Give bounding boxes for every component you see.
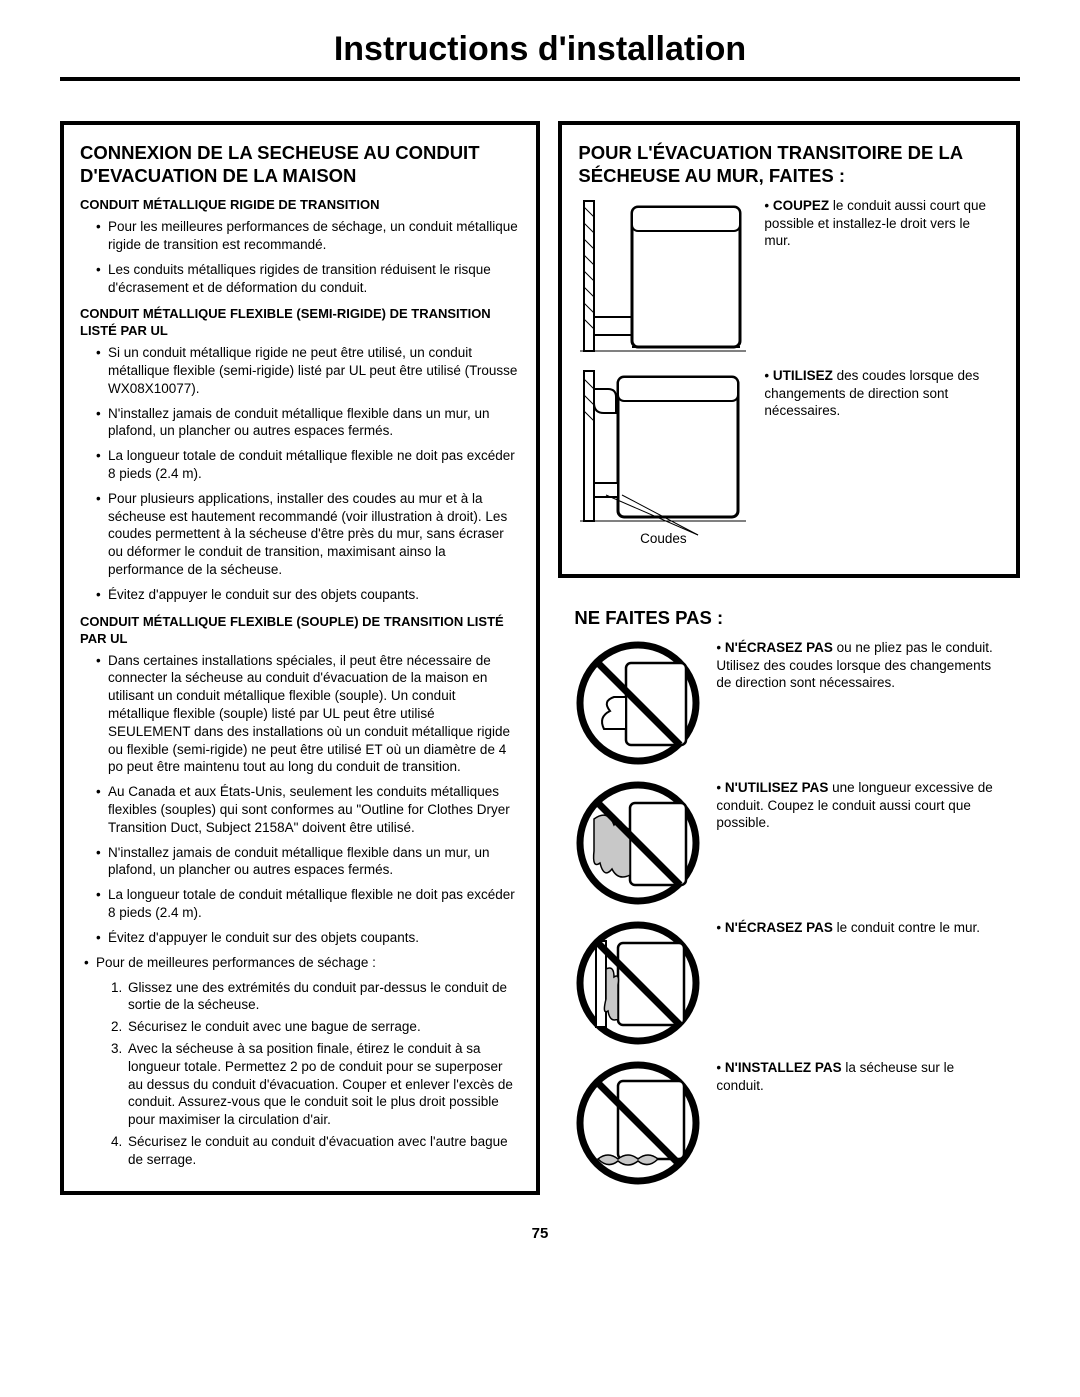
lead-word: N'ÉCRASEZ PAS xyxy=(725,640,833,655)
section-c-heading: CONDUIT MÉTALLIQUE FLEXIBLE (SOUPLE) DE … xyxy=(80,614,520,648)
do-row-cut: • COUPEZ le conduit aussi court que poss… xyxy=(578,197,1000,357)
step-item: Sécurisez le conduit au conduit d'évacua… xyxy=(126,1133,520,1169)
list-item: Évitez d'appuyer le conduit sur des obje… xyxy=(96,929,520,947)
dryer-straight-duct-icon xyxy=(578,197,748,357)
step-item: Avec la sécheuse à sa position finale, é… xyxy=(126,1040,520,1129)
section-b-heading: CONDUIT MÉTALLIQUE FLEXIBLE (SEMI-RIGIDE… xyxy=(80,306,520,340)
dont-excess-text: • N'UTILISEZ PAS une longueur excessive … xyxy=(716,779,1004,832)
lead-word: N'UTILISEZ PAS xyxy=(725,780,828,795)
left-column: CONNEXION DE LA SECHEUSE AU CONDUIT D'EV… xyxy=(60,121,540,1203)
lead-word: N'INSTALLEZ PAS xyxy=(725,1060,842,1075)
lead-word: COUPEZ xyxy=(773,198,829,213)
right-column: POUR L'ÉVACUATION TRANSITOIRE DE LA SÉCH… xyxy=(558,121,1020,1203)
elbow-label: Coudes xyxy=(578,531,748,546)
no-crush-icon xyxy=(574,639,702,767)
list-item: Pour de meilleures performances de sécha… xyxy=(84,954,520,972)
dont-crush-text: • N'ÉCRASEZ PAS ou ne pliez pas le condu… xyxy=(716,639,1004,692)
list-item: Si un conduit métallique rigide ne peut … xyxy=(96,344,520,397)
section-b-list: Si un conduit métallique rigide ne peut … xyxy=(80,344,520,604)
section-a-heading: CONDUIT MÉTALLIQUE RIGIDE DE TRANSITION xyxy=(80,197,520,214)
dont-row-crush: • N'ÉCRASEZ PAS ou ne pliez pas le condu… xyxy=(574,639,1004,767)
do-row-elbows: Coudes • UTILISEZ des coudes lorsque des… xyxy=(578,367,1000,546)
left-panel-title: CONNEXION DE LA SECHEUSE AU CONDUIT D'EV… xyxy=(80,141,520,187)
step-item: Glissez une des extrémités du conduit pa… xyxy=(126,979,520,1015)
no-wall-crush-icon xyxy=(574,919,702,1047)
lead-word: UTILISEZ xyxy=(773,368,833,383)
two-column-layout: CONNEXION DE LA SECHEUSE AU CONDUIT D'EV… xyxy=(60,121,1020,1203)
do-cut-text: • COUPEZ le conduit aussi court que poss… xyxy=(764,197,1000,250)
left-panel: CONNEXION DE LA SECHEUSE AU CONDUIT D'EV… xyxy=(60,121,540,1195)
list-item: Au Canada et aux États-Unis, seulement l… xyxy=(96,783,520,836)
list-item: La longueur totale de conduit métallique… xyxy=(96,886,520,922)
list-item: La longueur totale de conduit métallique… xyxy=(96,447,520,483)
dont-panel-title: NE FAITES PAS : xyxy=(574,606,1004,629)
dont-panel: NE FAITES PAS : • N'ÉCRASEZ PAS ou ne pl… xyxy=(558,602,1020,1203)
no-excess-length-icon xyxy=(574,779,702,907)
step-item: Sécurisez le conduit avec une bague de s… xyxy=(126,1018,520,1036)
section-a-list: Pour les meilleures performances de séch… xyxy=(80,218,520,296)
dont-row-wall: • N'ÉCRASEZ PAS le conduit contre le mur… xyxy=(574,919,1004,1047)
list-item: Les conduits métalliques rigides de tran… xyxy=(96,261,520,297)
dryer-elbow-duct-icon: Coudes xyxy=(578,367,748,546)
list-item: Évitez d'appuyer le conduit sur des obje… xyxy=(96,586,520,604)
body-text: le conduit contre le mur. xyxy=(833,920,980,935)
do-elbow-text: • UTILISEZ des coudes lorsque des change… xyxy=(764,367,1000,420)
no-on-duct-icon xyxy=(574,1059,702,1187)
dont-on-duct-text: • N'INSTALLEZ PAS la sécheuse sur le con… xyxy=(716,1059,1004,1094)
list-item: Pour plusieurs applications, installer d… xyxy=(96,490,520,579)
lead-word: N'ÉCRASEZ PAS xyxy=(725,920,833,935)
list-item: Dans certaines installations spéciales, … xyxy=(96,652,520,777)
section-c-steps: Glissez une des extrémités du conduit pa… xyxy=(80,979,520,1169)
page-number: 75 xyxy=(60,1225,1020,1242)
dont-row-on-duct: • N'INSTALLEZ PAS la sécheuse sur le con… xyxy=(574,1059,1004,1187)
section-c-list: Dans certaines installations spéciales, … xyxy=(80,652,520,947)
section-c-perf: Pour de meilleures performances de sécha… xyxy=(80,954,520,972)
list-item: Pour les meilleures performances de séch… xyxy=(96,218,520,254)
page: Instructions d'installation CONNEXION DE… xyxy=(0,0,1080,1262)
dont-wall-text: • N'ÉCRASEZ PAS le conduit contre le mur… xyxy=(716,919,1004,937)
do-panel: POUR L'ÉVACUATION TRANSITOIRE DE LA SÉCH… xyxy=(558,121,1020,578)
do-panel-title: POUR L'ÉVACUATION TRANSITOIRE DE LA SÉCH… xyxy=(578,141,1000,187)
page-title: Instructions d'installation xyxy=(60,30,1020,81)
dont-row-excess: • N'UTILISEZ PAS une longueur excessive … xyxy=(574,779,1004,907)
list-item: N'installez jamais de conduit métallique… xyxy=(96,844,520,880)
list-item: N'installez jamais de conduit métallique… xyxy=(96,405,520,441)
